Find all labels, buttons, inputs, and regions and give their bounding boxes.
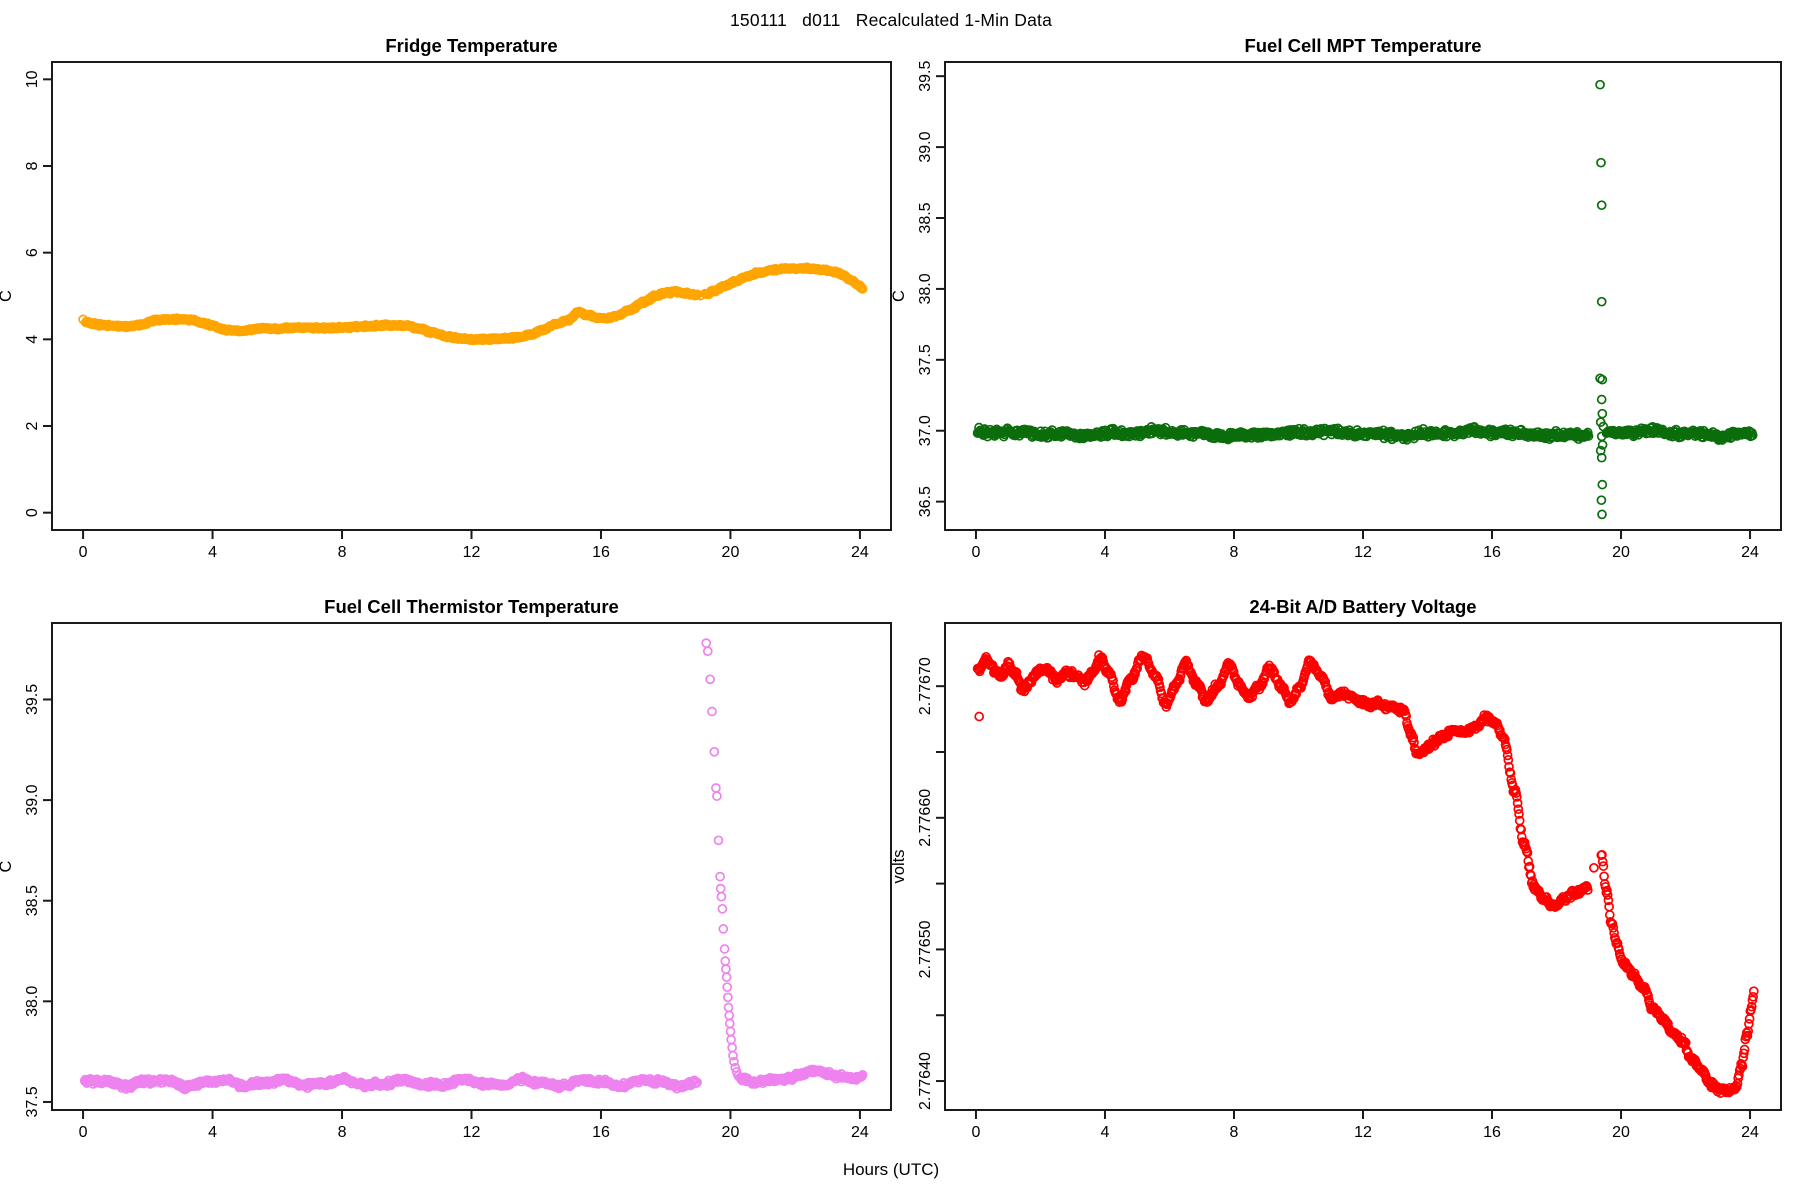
y-tick-label: 38.0: [917, 273, 934, 304]
x-axis-thermistor: 0 4 8 12 16 20 24: [79, 1110, 869, 1141]
y-tick-label: 6: [24, 248, 41, 257]
x-tick-label: 0: [972, 1124, 981, 1141]
x-tick-label: 12: [1354, 544, 1372, 561]
points-fridge: [78, 262, 868, 346]
x-tick-label: 20: [722, 1124, 740, 1141]
x-tick-label: 12: [463, 1124, 481, 1141]
plot-box-fridge: [51, 61, 892, 531]
x-axis-fridge: 0 4 8 12 16 20 24: [79, 530, 869, 561]
y-tick-label: 37.0: [917, 415, 934, 446]
panel-mpt: Fuel Cell MPT Temperature C 0 4 8 12 16 20 24 36.…: [890, 35, 1782, 561]
x-tick-label: 20: [1612, 1124, 1630, 1141]
plot-box-thermistor: [51, 622, 892, 1111]
y-axis-battery-voltage: 2.77640 2.77650 2.77660 2.77670: [917, 657, 945, 1110]
y-tick-label: 2.77650: [917, 920, 934, 978]
x-tick-label: 12: [1354, 1124, 1372, 1141]
y-tick-label: 37.5: [24, 1086, 41, 1117]
y-tick-label: 38.0: [24, 986, 41, 1017]
x-tick-label: 16: [1483, 544, 1501, 561]
y-axis-label-battery-voltage: volts: [890, 850, 908, 884]
x-tick-label: 16: [1483, 1124, 1501, 1141]
x-tick-label: 0: [79, 1124, 88, 1141]
x-tick-label: 4: [208, 544, 217, 561]
y-tick-label: 38.5: [917, 202, 934, 233]
y-tick-label: 38.5: [24, 885, 41, 916]
points-mpt: [972, 79, 1758, 520]
y-tick-label: 2.77660: [917, 789, 934, 847]
y-tick-label: 10: [24, 70, 41, 88]
y-tick-label: 39.5: [24, 684, 41, 715]
panel-title-thermistor: Fuel Cell Thermistor Temperature: [324, 596, 619, 617]
x-tick-label: 20: [722, 544, 740, 561]
x-tick-label: 24: [851, 544, 869, 561]
x-axis-mpt: 0 4 8 12 16 20 24: [972, 530, 1759, 561]
y-tick-label: 0: [24, 508, 41, 517]
y-axis-mpt: 36.5 37.0 37.5 38.0 38.5 39.0 39.5: [917, 61, 945, 517]
x-tick-label: 24: [1741, 544, 1759, 561]
x-tick-label: 8: [1230, 544, 1239, 561]
x-tick-label: 0: [79, 544, 88, 561]
y-tick-label: 2: [24, 421, 41, 430]
x-axis-battery-voltage: 0 4 8 12 16 20 24: [972, 1110, 1759, 1141]
panel-title-battery-voltage: 24-Bit A/D Battery Voltage: [1249, 596, 1476, 617]
y-tick-label: 39.5: [917, 61, 934, 92]
x-axis-label: Hours (UTC): [842, 1160, 940, 1179]
x-tick-label: 24: [851, 1124, 869, 1141]
panel-battery-voltage: 24-Bit A/D Battery Voltage volts 0 4 8 12 16 20…: [890, 596, 1782, 1141]
y-tick-label: 37.5: [917, 344, 934, 375]
panel-thermistor: Fuel Cell Thermistor Temperature C 0 4 8 12 16…: [0, 596, 892, 1141]
y-tick-label: 39.0: [917, 131, 934, 162]
x-tick-label: 4: [1101, 1124, 1110, 1141]
x-tick-label: 16: [592, 1124, 610, 1141]
y-tick-label: 2.77640: [917, 1052, 934, 1110]
x-tick-label: 12: [463, 544, 481, 561]
y-axis-label-thermistor: C: [0, 860, 15, 872]
y-tick-label: 36.5: [917, 486, 934, 517]
y-axis-thermistor: 37.5 38.0 38.5 39.0 39.5: [24, 684, 52, 1118]
x-tick-label: 8: [1230, 1124, 1239, 1141]
x-tick-label: 0: [972, 544, 981, 561]
y-tick-label: 39.0: [24, 784, 41, 815]
x-tick-label: 4: [208, 1124, 217, 1141]
y-axis-label-mpt: C: [890, 290, 908, 302]
y-tick-label: 4: [24, 335, 41, 344]
x-tick-label: 8: [338, 544, 347, 561]
y-tick-label: 8: [24, 161, 41, 170]
panel-fridge: Fridge TemperatureC048121620240246810: [0, 35, 892, 561]
panel-title-mpt: Fuel Cell MPT Temperature: [1244, 35, 1481, 56]
y-axis-label-fridge: C: [0, 290, 15, 302]
x-tick-label: 20: [1612, 544, 1630, 561]
x-tick-label: 16: [592, 544, 610, 561]
points-battery-voltage: [972, 650, 1759, 1098]
x-tick-label: 8: [338, 1124, 347, 1141]
panel-title-fridge: Fridge Temperature: [385, 35, 557, 56]
main-title: 150111 d011 Recalculated 1-Min Data: [729, 10, 1053, 30]
y-tick-label: 2.77670: [917, 657, 934, 715]
x-tick-label: 4: [1101, 544, 1110, 561]
x-tick-label: 24: [1741, 1124, 1759, 1141]
y-axis-fridge: 0 2 4 6 8 10: [24, 70, 52, 517]
plot-box-mpt: [944, 61, 1782, 531]
points-thermistor: [79, 638, 868, 1095]
